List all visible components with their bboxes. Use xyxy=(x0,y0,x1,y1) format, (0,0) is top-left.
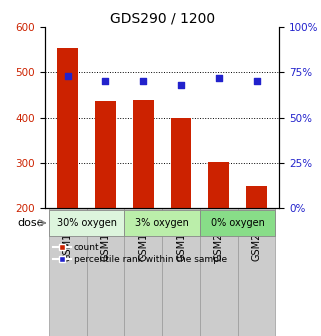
Bar xyxy=(95,101,116,208)
FancyBboxPatch shape xyxy=(200,208,238,336)
Text: 0% oxygen: 0% oxygen xyxy=(211,218,265,228)
Point xyxy=(141,79,146,84)
Bar xyxy=(200,210,275,236)
Bar xyxy=(49,210,124,236)
Point xyxy=(254,79,259,84)
FancyBboxPatch shape xyxy=(49,208,87,336)
Title: GDS290 / 1200: GDS290 / 1200 xyxy=(109,12,215,26)
FancyBboxPatch shape xyxy=(87,208,124,336)
Bar xyxy=(133,100,154,208)
Bar xyxy=(170,118,191,208)
FancyBboxPatch shape xyxy=(162,208,200,336)
Bar xyxy=(57,48,78,208)
Point xyxy=(216,75,221,80)
Point xyxy=(103,79,108,84)
Point xyxy=(178,82,184,88)
Text: 30% oxygen: 30% oxygen xyxy=(56,218,117,228)
Legend: count, percentile rank within the sample: count, percentile rank within the sample xyxy=(49,240,230,267)
Bar xyxy=(124,210,200,236)
FancyBboxPatch shape xyxy=(238,208,275,336)
Point xyxy=(65,73,70,79)
FancyBboxPatch shape xyxy=(124,208,162,336)
Bar xyxy=(246,185,267,208)
Text: 3% oxygen: 3% oxygen xyxy=(135,218,189,228)
Text: dose: dose xyxy=(18,218,44,228)
Bar xyxy=(208,162,229,208)
